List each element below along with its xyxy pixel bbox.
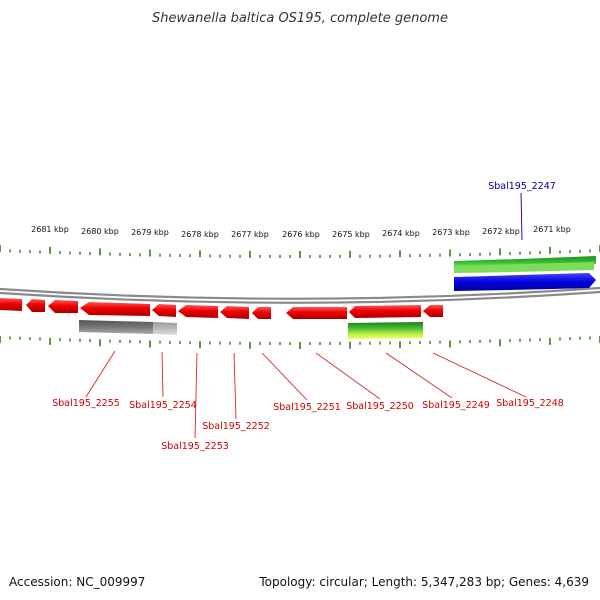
callout-line bbox=[233, 352, 237, 420]
gene-callouts bbox=[85, 192, 527, 439]
gene-Sbal195_2249[interactable] bbox=[349, 305, 421, 318]
ruler-label: 2674 kbp bbox=[382, 229, 420, 238]
callout-line bbox=[261, 352, 308, 401]
genome-backbone-outer bbox=[0, 286, 600, 300]
callout-line bbox=[432, 352, 527, 398]
gene-feature-red[interactable] bbox=[26, 299, 45, 312]
callout-line bbox=[520, 192, 523, 241]
gene-feature-red[interactable] bbox=[252, 307, 271, 319]
gene-Sbal195_2251[interactable] bbox=[220, 306, 249, 319]
gene-labels: Sbal195_2255 Sbal195_2254 Sbal195_2253 S… bbox=[52, 181, 564, 452]
gene-label[interactable]: Sbal195_2254 bbox=[129, 400, 197, 411]
gene-label[interactable]: Sbal195_2255 bbox=[52, 398, 120, 409]
ruler-bottom bbox=[0, 336, 600, 349]
ruler-label: 2671 kbp bbox=[533, 225, 571, 234]
ruler-label: 2677 kbp bbox=[231, 230, 269, 239]
map-title: Shewanella baltica OS195, complete genom… bbox=[152, 11, 448, 26]
ruler-label: 2675 kbp bbox=[332, 230, 370, 239]
genome-summary-text: Topology: circular; Length: 5,347,283 bp… bbox=[258, 575, 589, 589]
gene-Sbal195_2248[interactable] bbox=[423, 305, 443, 317]
genome-backbone-inner bbox=[0, 290, 600, 304]
ruler-label: 2680 kbp bbox=[81, 227, 119, 236]
gene-feature-gray-light[interactable] bbox=[153, 322, 177, 335]
callout-line bbox=[385, 352, 453, 399]
ruler-top bbox=[0, 245, 600, 258]
ruler-label: 2678 kbp bbox=[181, 230, 219, 239]
gene-label[interactable]: Sbal195_2247 bbox=[488, 181, 556, 192]
accession-text: Accession: NC_009997 bbox=[9, 575, 145, 589]
gene-Sbal195_2253[interactable] bbox=[152, 304, 176, 317]
gene-label[interactable]: Sbal195_2249 bbox=[422, 400, 490, 411]
gene-feature-green-lower[interactable] bbox=[454, 262, 594, 273]
ruler-label: 2672 kbp bbox=[482, 227, 520, 236]
gene-Sbal195_2254[interactable] bbox=[80, 302, 150, 316]
gene-label[interactable]: Sbal195_2248 bbox=[496, 398, 564, 409]
gene-Sbal195_2252[interactable] bbox=[178, 305, 218, 318]
gene-label[interactable]: Sbal195_2253 bbox=[161, 441, 229, 452]
callout-line bbox=[161, 351, 164, 398]
callout-line bbox=[194, 352, 198, 439]
gene-feature-green[interactable] bbox=[348, 322, 423, 339]
gene-Sbal195_2255[interactable] bbox=[48, 300, 78, 313]
callout-line bbox=[315, 352, 381, 400]
gene-label[interactable]: Sbal195_2252 bbox=[202, 421, 270, 432]
gene-label[interactable]: Sbal195_2251 bbox=[273, 402, 341, 413]
ruler-label: 2676 kbp bbox=[282, 230, 320, 239]
ruler-label: 2673 kbp bbox=[432, 228, 470, 237]
gene-feature-gray[interactable] bbox=[79, 320, 153, 334]
ruler-label: 2679 kbp bbox=[131, 228, 169, 237]
gene-label[interactable]: Sbal195_2250 bbox=[346, 401, 414, 412]
gene-Sbal195_2247[interactable] bbox=[454, 273, 596, 291]
ruler-labels: 2681 kbp 2680 kbp 2679 kbp 2678 kbp 2677… bbox=[31, 225, 571, 239]
gene-feature-red[interactable] bbox=[0, 298, 22, 311]
gene-Sbal195_2250[interactable] bbox=[286, 307, 347, 319]
ruler-label: 2681 kbp bbox=[31, 225, 69, 234]
callout-line bbox=[85, 350, 116, 398]
